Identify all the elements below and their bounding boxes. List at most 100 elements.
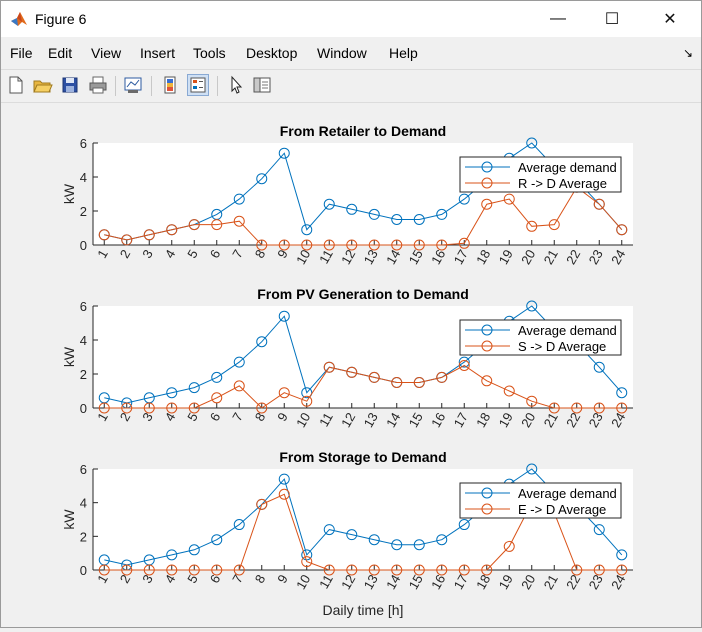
data-point	[98, 402, 110, 414]
data-point	[211, 534, 223, 546]
menu-view[interactable]: View	[91, 45, 122, 61]
data-point	[166, 224, 178, 236]
x-tick-label: 11	[316, 410, 336, 429]
data-point	[301, 239, 313, 251]
data-point	[481, 198, 493, 210]
data-point	[98, 564, 110, 576]
x-tick-label: 14	[383, 572, 403, 592]
y-tick-label: 6	[80, 299, 87, 314]
close-button[interactable]: ✕	[647, 1, 693, 37]
x-tick-label: 2	[117, 572, 134, 586]
legend-entry: E -> D Average	[518, 502, 606, 517]
x-tick-label: 22	[563, 247, 583, 267]
property-editor-icon[interactable]	[251, 74, 273, 96]
x-tick-label: 20	[518, 572, 538, 592]
data-point	[233, 519, 245, 531]
data-point	[143, 229, 155, 241]
legend-marker	[481, 340, 493, 352]
link-plot-icon[interactable]	[122, 74, 144, 96]
pointer-icon[interactable]	[225, 74, 247, 96]
x-tick-label: 15	[406, 410, 426, 430]
menu-edit[interactable]: Edit	[48, 45, 73, 61]
data-point	[278, 473, 290, 485]
x-tick-label: 24	[608, 247, 628, 267]
data-point	[211, 371, 223, 383]
print-icon[interactable]	[87, 74, 109, 96]
y-axis-label: kW	[61, 183, 77, 204]
x-tick-label: 23	[586, 410, 606, 430]
x-tick-label: 20	[518, 410, 538, 430]
data-point	[301, 395, 313, 407]
data-point	[301, 224, 313, 236]
colorbar-icon[interactable]	[159, 74, 181, 96]
open-file-icon[interactable]	[31, 74, 53, 96]
data-point	[278, 387, 290, 399]
menu-file[interactable]: File	[10, 45, 33, 61]
data-point	[503, 540, 515, 552]
legend-entry: R -> D Average	[518, 176, 607, 191]
menu-desktop[interactable]: Desktop	[246, 45, 298, 61]
data-point	[323, 239, 335, 251]
x-tick-label: 11	[316, 572, 336, 591]
data-point	[526, 220, 538, 232]
maximize-button[interactable]: ☐	[589, 1, 635, 37]
x-tick-label: 12	[338, 247, 358, 267]
data-point	[391, 214, 403, 225]
data-point	[233, 564, 245, 576]
x-tick-label: 10	[293, 247, 313, 267]
legend-toggle-button[interactable]	[187, 74, 209, 96]
minimize-icon: —	[550, 10, 566, 27]
x-tick-label: 21	[541, 410, 561, 430]
x-tick-label: 5	[184, 410, 201, 424]
data-point	[391, 239, 403, 251]
y-tick-label: 6	[80, 136, 87, 151]
x-tick-label: 16	[428, 410, 448, 430]
x-tick-label: 9	[274, 410, 291, 424]
data-point	[413, 564, 425, 576]
x-tick-label: 9	[274, 572, 291, 586]
menu-insert[interactable]: Insert	[140, 45, 176, 61]
data-point	[368, 208, 380, 220]
data-point	[436, 564, 448, 576]
x-tick-label: 7	[229, 572, 246, 586]
data-point	[301, 387, 313, 399]
legend-marker	[481, 161, 493, 173]
data-point	[616, 549, 628, 561]
x-axis-label: Daily time [h]	[323, 602, 404, 618]
data-point	[571, 564, 583, 576]
y-tick-label: 2	[80, 204, 87, 219]
data-point	[616, 564, 628, 576]
menu-tools[interactable]: Tools	[193, 45, 226, 61]
x-tick-label: 6	[207, 410, 224, 424]
legend-entry: Average demand	[518, 486, 617, 501]
data-point	[458, 193, 470, 205]
menu-help[interactable]: Help	[389, 45, 418, 61]
dock-arrow-icon[interactable]: ↘	[682, 46, 693, 60]
data-point	[571, 402, 583, 414]
minimize-button[interactable]: —	[535, 1, 581, 37]
matlab-logo-icon	[11, 12, 27, 26]
data-point	[548, 402, 560, 414]
save-icon[interactable]	[59, 74, 81, 96]
data-point	[391, 564, 403, 576]
x-tick-label: 7	[229, 410, 246, 424]
data-point	[256, 239, 268, 251]
x-tick-label: 4	[162, 572, 179, 586]
data-point	[346, 529, 358, 541]
data-point	[368, 534, 380, 546]
x-tick-label: 18	[473, 247, 493, 267]
data-point	[346, 203, 358, 215]
y-tick-label: 0	[80, 401, 87, 416]
data-point	[301, 556, 313, 568]
y-tick-label: 0	[80, 238, 87, 253]
data-point	[548, 219, 560, 231]
legend-box	[459, 156, 622, 193]
menu-window[interactable]: Window	[317, 45, 367, 61]
x-tick-label: 24	[608, 572, 628, 592]
data-point	[211, 219, 223, 231]
data-point	[526, 395, 538, 407]
data-point	[616, 387, 628, 399]
legend-box	[459, 482, 622, 519]
new-figure-icon[interactable]	[5, 74, 27, 96]
